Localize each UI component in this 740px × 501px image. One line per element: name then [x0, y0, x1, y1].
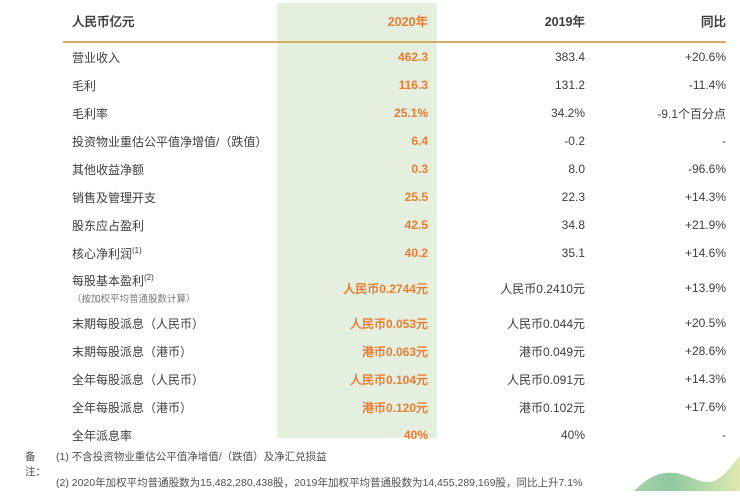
table-row: 投资物业重估公平值净增值/（跌值） 6.4 -0.2 -	[63, 127, 726, 155]
value-2020: 462.3	[397, 50, 428, 64]
column-header-2020: 2020年	[387, 15, 428, 29]
value-2019: 383.4	[554, 50, 585, 64]
row-label: 全年派息率	[72, 428, 133, 443]
row-label: 营业收入	[72, 50, 121, 65]
value-2019: 22.3	[561, 190, 585, 204]
value-2020: 人民币0.2744元	[343, 281, 428, 296]
table-row: 末期每股派息（人民币） 人民币0.053元 人民币0.044元 +20.5%	[63, 309, 726, 337]
highlight-column-2020	[277, 3, 437, 438]
value-yoy: +14.3%	[684, 372, 726, 386]
value-2019: 人民币0.091元	[506, 372, 585, 387]
value-2020: 25.1%	[393, 106, 428, 120]
value-2019: 40%	[560, 428, 585, 442]
table-header-row: 人民币亿元 2020年 2019年 同比	[63, 0, 726, 43]
value-2019: 34.2%	[550, 106, 585, 120]
row-sublabel: （按加权平均普通股数计算）	[72, 293, 196, 305]
value-2019: 131.2	[554, 78, 585, 92]
table-row: 全年每股派息（港币） 港币0.120元 港币0.102元 +17.6%	[63, 393, 726, 421]
value-yoy: +28.6%	[684, 344, 726, 358]
row-label: 末期每股派息（人民币）	[72, 316, 205, 331]
value-yoy: -	[722, 134, 726, 148]
footnote: (1) 不含投资物业重估公平值净增值/（跌值）及净汇兑损益	[56, 451, 327, 463]
value-2020: 6.4	[411, 134, 428, 148]
table-body: 营业收入 462.3 383.4 +20.6% 毛利 116.3 131.2 -…	[63, 43, 726, 449]
value-2020: 港币0.063元	[361, 344, 428, 359]
notes-label: 备注：	[25, 451, 46, 478]
footnote-marker: (2)	[144, 272, 154, 282]
value-2019: 人民币0.044元	[506, 316, 585, 331]
column-header-2019: 2019年	[544, 15, 585, 29]
row-label: 末期每股派息（港币）	[72, 344, 193, 359]
value-2019: 港币0.049元	[518, 344, 585, 359]
row-label: 其他收益净额	[72, 162, 145, 177]
row-label: 全年每股派息（人民币）	[72, 372, 205, 387]
table-row: 毛利 116.3 131.2 -11.4%	[63, 71, 726, 99]
row-label: 销售及管理开支	[72, 190, 157, 205]
value-yoy: +20.6%	[684, 50, 726, 64]
value-2020: 0.3	[411, 162, 428, 176]
value-2019: 35.1	[561, 246, 585, 260]
value-2019: -0.2	[564, 134, 585, 148]
table-row: 末期每股派息（港币） 港币0.063元 港币0.049元 +28.6%	[63, 337, 726, 365]
value-yoy: +21.9%	[684, 218, 726, 232]
table-row: 全年派息率 40% 40% -	[63, 421, 726, 449]
row-label: 全年每股派息（港币）	[72, 400, 193, 415]
value-yoy: -11.4%	[688, 78, 726, 92]
value-2019: 34.8	[561, 218, 585, 232]
table-row: 核心净利润(1) 40.2 35.1 +14.6%	[63, 239, 726, 267]
footnotes: 备注： (1) 不含投资物业重估公平值净增值/（跌值）及净汇兑损益 (2) 202…	[0, 449, 582, 501]
value-yoy: -	[722, 428, 726, 442]
value-yoy: +14.3%	[684, 190, 726, 204]
value-2020: 人民币0.104元	[349, 372, 428, 387]
row-label: 股东应占盈利	[72, 218, 145, 233]
value-2020: 40%	[403, 428, 428, 442]
value-yoy: -9.1个百分点	[657, 106, 726, 121]
financial-highlights-table: 人民币亿元 2020年 2019年 同比 营业收入 462.3 383.4 +2…	[63, 0, 726, 449]
value-2020: 42.5	[404, 218, 428, 232]
table-row: 销售及管理开支 25.5 22.3 +14.3%	[63, 183, 726, 211]
row-label: 每股基本盈利(2) （按加权平均普通股数计算）	[63, 272, 277, 305]
table-row: 股东应占盈利 42.5 34.8 +21.9%	[63, 211, 726, 239]
row-label: 毛利	[72, 78, 97, 93]
value-2020: 25.5	[404, 190, 428, 204]
value-2019: 人民币0.2410元	[500, 281, 585, 296]
value-2019: 8.0	[568, 162, 585, 176]
table-row: 全年每股派息（人民币） 人民币0.104元 人民币0.091元 +14.3%	[63, 365, 726, 393]
table-row: 其他收益净额 0.3 8.0 -96.6%	[63, 155, 726, 183]
green-wave-icon	[634, 456, 740, 491]
value-yoy: +20.5%	[684, 316, 726, 330]
table-row: 每股基本盈利(2) （按加权平均普通股数计算） 人民币0.2744元 人民币0.…	[63, 267, 726, 309]
footnote-list: (1) 不含投资物业重估公平值净增值/（跌值）及净汇兑损益 (2) 2020年加权…	[56, 449, 582, 501]
value-2020: 116.3	[398, 78, 428, 92]
row-label: 核心净利润(1)	[72, 245, 142, 261]
column-header-unit: 人民币亿元	[72, 15, 135, 29]
row-label: 投资物业重估公平值净增值/（跌值）	[72, 134, 268, 149]
value-2019: 港币0.102元	[518, 400, 585, 415]
value-2020: 40.2	[404, 246, 428, 260]
value-yoy: -96.6%	[687, 162, 726, 176]
value-2020: 港币0.120元	[361, 400, 428, 415]
value-yoy: +13.9%	[684, 281, 726, 295]
table-row: 毛利率 25.1% 34.2% -9.1个百分点	[63, 99, 726, 127]
table-row: 营业收入 462.3 383.4 +20.6%	[63, 43, 726, 71]
footnote: (2) 2020年加权平均普通股数为15,482,280,438股，2019年加…	[56, 477, 583, 489]
row-label: 毛利率	[72, 106, 109, 121]
value-yoy: +14.6%	[684, 246, 726, 260]
value-yoy: +17.6%	[684, 400, 726, 414]
footnote-marker: (1)	[132, 245, 142, 255]
value-2020: 人民币0.053元	[349, 316, 428, 331]
column-header-yoy: 同比	[700, 15, 726, 29]
